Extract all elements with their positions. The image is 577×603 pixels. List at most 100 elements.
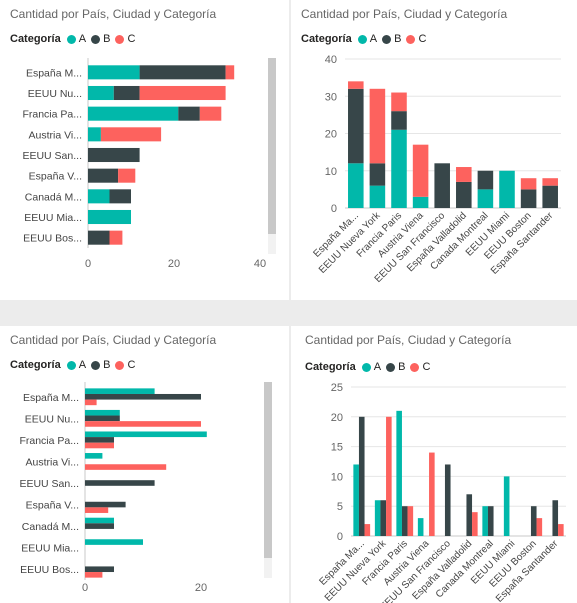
bar-b-eeuu-san — [85, 480, 155, 486]
column-b-espa-a-ma — [348, 88, 364, 164]
y-tick-label: 15 — [331, 442, 343, 454]
legend-item-c[interactable]: C — [410, 361, 430, 373]
chart-panel-clustered-bar: Cantidad por País, Ciudad y Categoría Ca… — [0, 326, 289, 603]
legend-item-a[interactable]: A — [66, 33, 86, 45]
bar-b-francia-pa — [85, 437, 114, 443]
legend-item-b[interactable]: B — [91, 359, 110, 371]
column-b-eeuu-boston — [530, 506, 537, 536]
legend-item-b[interactable]: B — [386, 361, 405, 373]
chart-scrollbar[interactable] — [268, 58, 276, 254]
bar-a-espa-a-m — [85, 388, 155, 394]
legend-item-c[interactable]: C — [115, 359, 135, 371]
bar-c-austria-vi — [100, 127, 162, 142]
column-a-eeuu-nueva-york — [374, 500, 381, 536]
y-tick-label: Francia Pa... — [22, 109, 82, 121]
bar-a-austria-vi — [85, 453, 103, 459]
bar-b-espa-a-m — [139, 65, 226, 80]
y-tick-label: EEUU Bos... — [20, 564, 79, 576]
column-b-espa-a-valladolid — [456, 181, 472, 208]
column-a-francia-paris — [396, 410, 402, 536]
y-tick-label: 30 — [325, 91, 337, 103]
chart-scrollbar[interactable] — [264, 382, 272, 578]
legend-label-c: C — [422, 361, 431, 373]
chart-legend: Categoría A B C — [10, 32, 140, 46]
column-c-francia-paris — [407, 506, 414, 536]
column-b-eeuu-boston — [520, 189, 537, 208]
y-tick-label: EEUU Bos... — [23, 233, 82, 245]
y-tick-label: EEUU Mia... — [21, 543, 79, 555]
column-b-francia-paris — [391, 111, 407, 130]
bar-c-espa-a-v — [118, 168, 136, 183]
legend-marker-a — [357, 34, 367, 44]
bar-c-eeuu-bos — [85, 572, 103, 578]
legend-item-a[interactable]: A — [357, 33, 377, 45]
y-tick-label: EEUU Nu... — [28, 88, 82, 100]
y-tick-label: 10 — [331, 471, 343, 483]
legend-label-b: B — [103, 33, 111, 45]
bar-a-canad-m — [85, 517, 114, 524]
bar-c-francia-pa — [199, 106, 222, 121]
bar-b-eeuu-nu — [85, 415, 120, 422]
column-b-canada-montreal — [487, 506, 494, 536]
column-b-francia-paris — [401, 506, 408, 536]
column-b-eeuu-san-francisco — [444, 464, 451, 536]
y-tick-label: 5 — [337, 501, 343, 513]
legend-marker-a — [66, 360, 76, 370]
column-c-espa-a-valladolid — [456, 167, 472, 182]
column-c-espa-a-santander — [558, 524, 564, 536]
x-tick-label: 0 — [82, 582, 88, 594]
bar-b-espa-a-v — [85, 501, 126, 508]
legend-item-c[interactable]: C — [406, 33, 426, 45]
legend-item-c[interactable]: C — [115, 33, 135, 45]
bar-a-francia-pa — [88, 106, 179, 121]
x-tick-label: 20 — [168, 258, 180, 270]
y-tick-label: EEUU Nu... — [25, 413, 79, 425]
column-c-eeuu-boston — [520, 178, 537, 190]
column-a-francia-paris — [391, 129, 407, 208]
y-tick-label: Austria Vi... — [26, 456, 80, 468]
column-b-eeuu-nueva-york — [369, 163, 386, 186]
chart-legend: Categoría A B C — [305, 360, 435, 374]
legend-title: Categoría — [301, 33, 352, 45]
column-c-espa-a-valladolid — [472, 512, 478, 536]
scrollbar-thumb[interactable] — [268, 58, 276, 234]
legend-marker-b — [91, 360, 101, 370]
column-a-eeuu-miami — [503, 476, 510, 536]
y-tick-label: Francia Pa... — [19, 435, 79, 447]
bar-a-eeuu-nu — [88, 85, 114, 101]
bar-b-eeuu-nu — [113, 85, 140, 101]
y-tick-label: EEUU Mia... — [24, 212, 82, 224]
y-tick-label: Canadá M... — [25, 191, 82, 203]
legend-label-b: B — [398, 361, 406, 373]
column-b-espa-a-santander — [552, 500, 559, 536]
bar-c-espa-a-m — [85, 399, 97, 406]
scrollbar-thumb[interactable] — [264, 382, 272, 558]
y-tick-label: 0 — [337, 531, 343, 543]
chart-title: Cantidad por País, Ciudad y Categoría — [305, 333, 512, 347]
x-tick-label: 40 — [254, 258, 266, 270]
legend-label-c: C — [127, 33, 136, 45]
column-c-eeuu-boston — [536, 518, 543, 536]
legend-item-a[interactable]: A — [361, 361, 381, 373]
legend-item-b[interactable]: B — [91, 33, 110, 45]
legend-title: Categoría — [305, 361, 356, 373]
legend-item-a[interactable]: A — [66, 359, 86, 371]
y-tick-label: España M... — [23, 392, 79, 404]
bar-a-austria-vi — [88, 127, 101, 142]
legend-item-b[interactable]: B — [382, 33, 401, 45]
x-tick-label: 0 — [85, 258, 91, 270]
legend-label-b: B — [394, 33, 402, 45]
bar-a-eeuu-mia — [88, 209, 131, 225]
column-c-eeuu-nueva-york — [386, 416, 392, 536]
bar-b-eeuu-bos — [88, 230, 110, 245]
bar-c-eeuu-bos — [109, 230, 123, 245]
bar-c-eeuu-nu — [85, 421, 201, 427]
legend-label-b: B — [103, 359, 111, 371]
bar-c-espa-a-m — [225, 65, 235, 80]
y-tick-label: 0 — [331, 203, 337, 215]
y-tick-label: España M... — [26, 67, 82, 79]
column-b-canada-montreal — [477, 170, 494, 190]
chart-panel-clustered-column: Cantidad por País, Ciudad y Categoría Ca… — [291, 326, 577, 603]
